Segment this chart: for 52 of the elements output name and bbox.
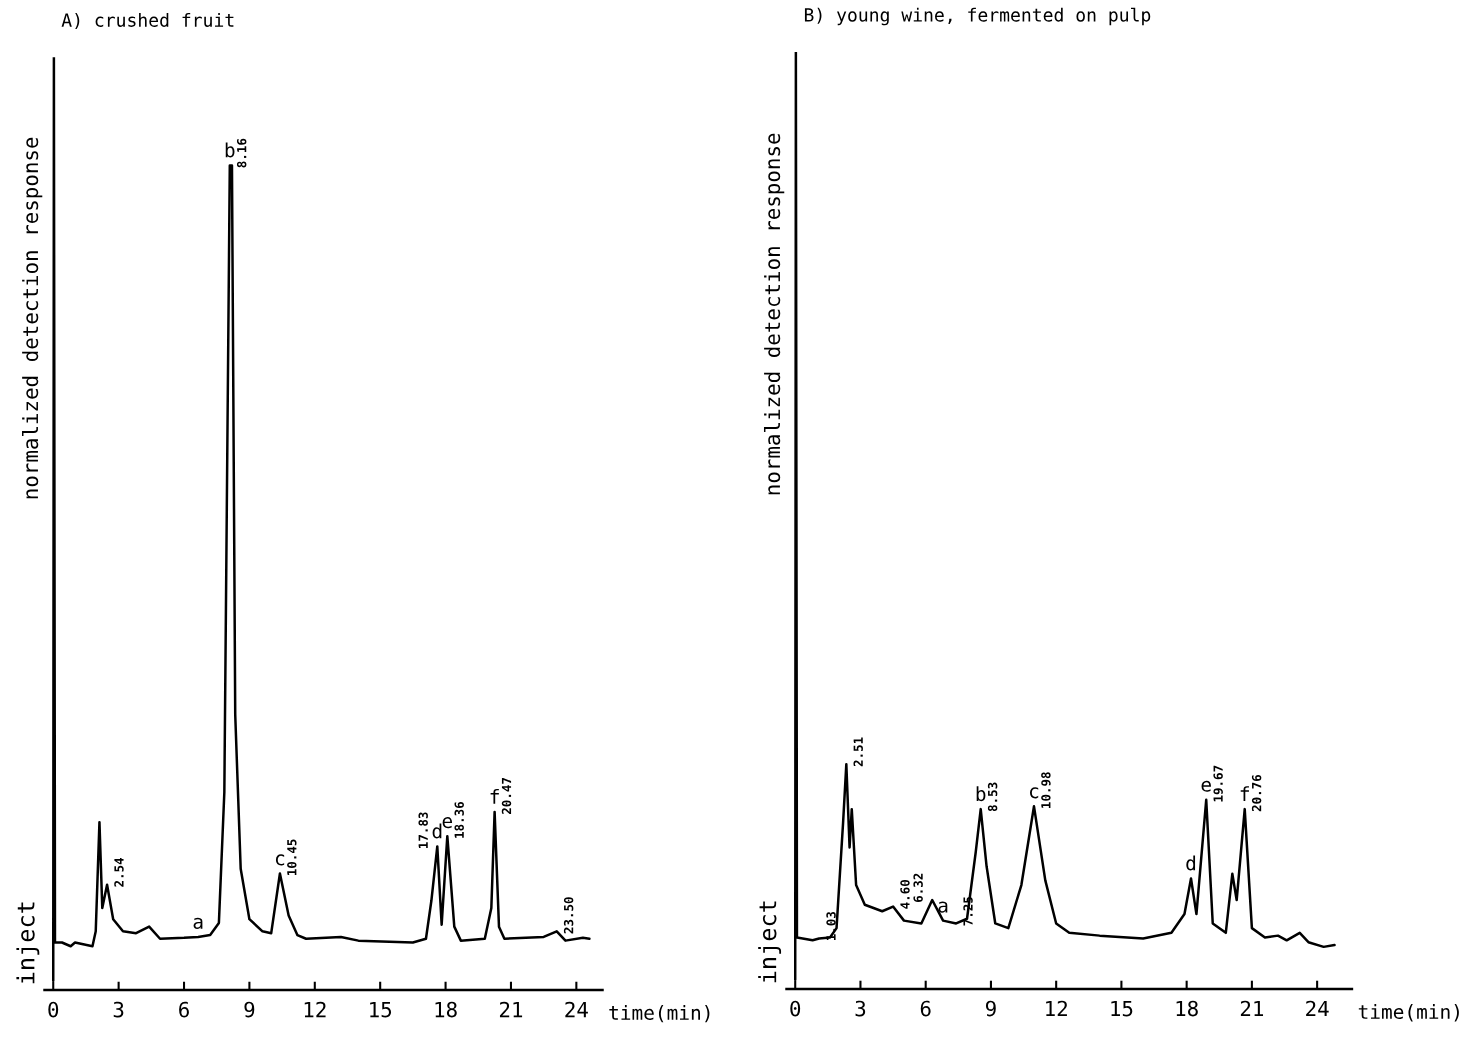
x-tick-label: 3 [113,1001,124,1018]
x-axis-title: time(min) [1358,1004,1459,1022]
chart-title: A) crushed fruit [61,12,234,30]
annotation: f [490,788,499,804]
annotation: 10.98 [1041,772,1051,808]
text: inject [758,901,782,983]
annotation: d [432,823,442,839]
x-tick-label: 6 [920,1000,931,1017]
x-tick-label: 0 [790,1000,801,1017]
annotation: 2.51 [853,737,863,767]
text: inject [16,902,40,984]
x-tick-label: 12 [304,1001,326,1018]
annotation: 20.47 [501,777,512,814]
x-tick-label: 21 [1240,1000,1264,1017]
x-tick-label: 18 [1176,1000,1198,1017]
x-tick-label: 21 [499,1001,523,1018]
chart-title: B) young wine, fermented on pulp [804,7,1151,26]
annotation: b [976,786,986,802]
x-tick-label: 3 [855,1000,866,1017]
annotation: 20.76 [1251,774,1262,812]
x-tick-label: 9 [985,1000,996,1017]
annotation: e [1201,780,1211,792]
annotation: b [225,142,235,158]
x-tick-label: 12 [1046,1000,1067,1017]
annotation: 4.60 [900,880,910,909]
x-tick-label: 15 [370,1001,392,1018]
annotation: f [1240,786,1249,801]
x-axis-title: time(min) [609,1004,710,1023]
annotation: 18.36 [454,801,464,838]
y-axis-title: normalized detection response [22,137,43,499]
x-tick-label: 24 [1306,1000,1329,1017]
annotation: 6.32 [913,873,923,902]
annotation: 17.83 [418,812,428,849]
annotation: e [442,817,453,829]
x-tick-label: 6 [179,1001,189,1018]
annotation: 10.45 [287,839,297,876]
x-tick-label: 0 [48,1001,59,1018]
annotation: c [275,854,285,866]
annotation: 2.54 [114,857,124,887]
annotation: d [1186,855,1196,871]
x-tick-label: 24 [565,1001,588,1018]
annotation: 23.50 [563,897,574,934]
annotation: 8.53 [987,782,998,812]
annotation: 8.16 [236,138,247,168]
x-tick-label: 15 [1111,1000,1133,1017]
annotation: 19.67 [1213,765,1223,802]
annotation: c [1029,787,1039,799]
y-axis-title: normalized detection response [763,133,785,495]
annotation: a [193,917,203,929]
x-tick-label: 18 [435,1001,457,1018]
annotation: a [938,901,948,913]
x-tick-label: 9 [244,1001,255,1018]
